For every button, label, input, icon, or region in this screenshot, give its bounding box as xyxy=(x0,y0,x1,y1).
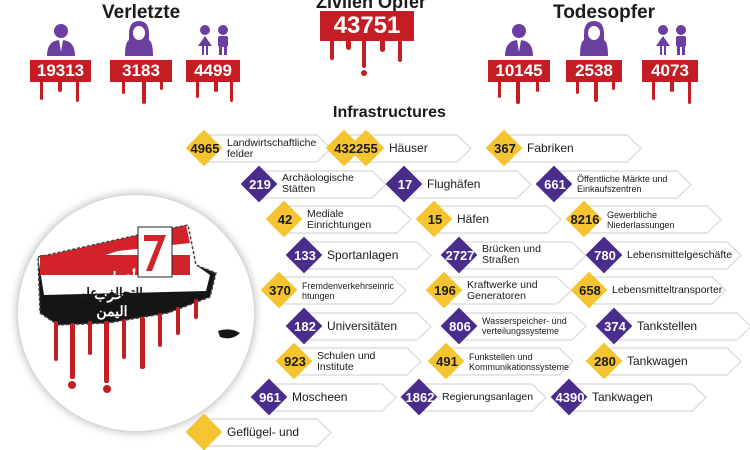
infrastructure-label: Mediale Einrichtungen xyxy=(307,207,372,231)
infrastructure-count: 15 xyxy=(427,212,443,227)
infrastructure-item: 280 Tankwagen xyxy=(585,342,745,380)
infrastructure-item: 961 Moscheen xyxy=(250,378,400,415)
infrastructure-label: Funkstellen und Kommunikationssysteme xyxy=(469,351,570,372)
infrastructure-label: Schulen und Institute xyxy=(317,349,376,373)
children-icon xyxy=(198,25,228,55)
killed-children-value: 4073 xyxy=(642,60,698,82)
infrastructure-label: Regierungsanlagen xyxy=(442,390,534,403)
killed-title: Todesopfer xyxy=(553,2,656,23)
infrastructure-item: 2727 Brücken und Straßen xyxy=(440,236,590,273)
yemen-map-badge: أعوام من حرب التحالف على اليمن xyxy=(18,195,254,431)
infrastructure-count: 780 xyxy=(594,247,616,263)
infrastructure-item: 661 Öffentliche Märkte und Einkaufszentre… xyxy=(535,165,695,202)
infrastructure-count: 658 xyxy=(579,283,601,298)
injured-men-value: 19313 xyxy=(30,60,91,82)
infrastructure-count: 2727 xyxy=(445,247,475,263)
infrastructure-item: 196 Kraftwerke und Generatoren xyxy=(425,271,575,309)
infrastructure-label: Öffentliche Märkte und Einkaufszentren xyxy=(577,174,668,194)
infrastructure-count: 8216 xyxy=(570,212,600,227)
children-icon xyxy=(656,25,686,55)
infrastructure-count: 374 xyxy=(604,318,626,334)
infrastructure-label: Wasserspeicher- und verteilungssysteme xyxy=(482,316,567,336)
infrastructure-count: 961 xyxy=(259,389,281,405)
infrastructure-count: 196 xyxy=(434,283,456,298)
infrastructure-label: Lebensmitteltransporter xyxy=(612,284,723,296)
infrastructure-count xyxy=(185,417,225,448)
infrastructure-label: Häuser xyxy=(389,141,428,155)
infrastructure-label: Fabriken xyxy=(527,141,574,155)
infrastructure-count: 1862 xyxy=(405,389,435,405)
infrastructure-item: 658 Lebensmitteltransporter xyxy=(570,271,730,309)
injured-children-value: 4499 xyxy=(186,60,240,82)
infrastructure-label: Universitäten xyxy=(327,318,398,333)
infrastructure-item: 219 Archäologische Stätten xyxy=(240,165,390,202)
infrastructure-label: Brücken und Straßen xyxy=(482,243,541,266)
civilian-victims-title: Zivilen Opfer xyxy=(316,0,427,12)
man-icon xyxy=(505,24,533,56)
infrastructure-item: 370 Fremdenverkehrseinric htungen xyxy=(260,271,410,309)
infrastructure-item: 923 Schulen und Institute xyxy=(275,342,425,380)
infrastructure-item: 15 Häfen xyxy=(415,200,565,238)
infrastructure-label: Sportanlagen xyxy=(327,247,399,262)
map-caption-line1: أعوام من حرب xyxy=(81,269,137,302)
infrastructure-label: Flughäfen xyxy=(427,176,481,191)
infrastructure-count: 661 xyxy=(544,176,566,192)
infrastructure-label: Tankwagen xyxy=(592,389,653,404)
infrastructure-count: 367 xyxy=(494,141,516,156)
infrastructure-item: 8216 Gewerbliche Niederlassungen xyxy=(565,200,725,238)
killed-men-value: 10145 xyxy=(488,60,550,82)
infrastructure-count: 182 xyxy=(294,318,316,334)
infrastructure-item: 780 Lebensmittelgeschäfte xyxy=(585,236,745,273)
infrastructure-count: 219 xyxy=(249,176,271,192)
infrastructure-label: Häfen xyxy=(457,212,490,226)
infrastructure-item: 42 Mediale Einrichtungen xyxy=(265,200,415,238)
injured-title: Verletzte xyxy=(102,2,181,23)
infrastructure-item: 374 Tankstellen xyxy=(595,307,750,344)
infrastructure-item: 4390 Tankwagen xyxy=(550,378,710,415)
infrastructure-item: 367 Fabriken xyxy=(485,129,645,167)
injured-women-value: 3183 xyxy=(110,60,172,82)
infrastructure-count: 42 xyxy=(277,212,293,227)
infrastructure-count: 280 xyxy=(594,354,616,369)
infrastructure-label: Gewerbliche Niederlassungen xyxy=(607,209,675,230)
total-victims-value: 43751 xyxy=(320,11,414,41)
infrastructure-item: 491 Funkstellen und Kommunikationssysteme xyxy=(427,342,577,380)
woman-icon xyxy=(580,21,608,56)
infrastructure-count: 923 xyxy=(284,354,306,369)
map-caption-line3: اليمن xyxy=(96,303,128,319)
infrastructure-label: Kraftwerke und Generatoren xyxy=(467,278,538,302)
man-icon xyxy=(47,24,75,56)
infrastructure-item: 432255 Häuser xyxy=(325,129,475,167)
infrastructure-label: Lebensmittelgeschäfte xyxy=(627,248,733,261)
infrastructure-count: 806 xyxy=(449,318,471,334)
infrastructure-count: 491 xyxy=(436,354,458,369)
infrastructure-label: Tankstellen xyxy=(637,318,698,333)
infrastructure-item: 4965 Landwirtschaftliche felder xyxy=(185,129,335,167)
infrastructure-label: Landwirtschaftliche felder xyxy=(227,136,317,160)
infrastructure-item: 182 Universitäten xyxy=(285,307,435,344)
infrastructure-item: 1862 Regierungsanlagen xyxy=(400,378,550,415)
infrastructure-item: 17 Flughäfen xyxy=(385,165,535,202)
infrastructure-count: 370 xyxy=(269,283,291,298)
infrastructure-count: 133 xyxy=(294,247,316,263)
infrastructure-label: Archäologische Stätten xyxy=(282,172,354,195)
yemen-map-icon xyxy=(37,224,240,393)
infrastructure-count: 4965 xyxy=(190,141,220,156)
infrastructure-title: Infrastructures xyxy=(333,104,446,121)
killed-women-value: 2538 xyxy=(566,60,622,82)
infrastructure-label: Geflügel- und xyxy=(227,425,300,439)
infrastructure-label: Moscheen xyxy=(292,389,348,404)
infrastructure-count: 432255 xyxy=(334,141,378,156)
infrastructure-item: 806 Wasserspeicher- und verteilungssystem… xyxy=(440,307,590,344)
woman-icon xyxy=(125,21,153,56)
map-caption-line2: التحالف على xyxy=(75,285,143,300)
infrastructure-label: Tankwagen xyxy=(627,354,688,368)
infrastructure-count: 4390 xyxy=(555,389,585,405)
infrastructure-count: 17 xyxy=(397,176,413,192)
infrastructure-item: Geflügel- und xyxy=(185,413,335,450)
infrastructure-label: Fremdenverkehrseinric htungen xyxy=(302,280,395,301)
infrastructure-item: 133 Sportanlagen xyxy=(285,236,435,273)
